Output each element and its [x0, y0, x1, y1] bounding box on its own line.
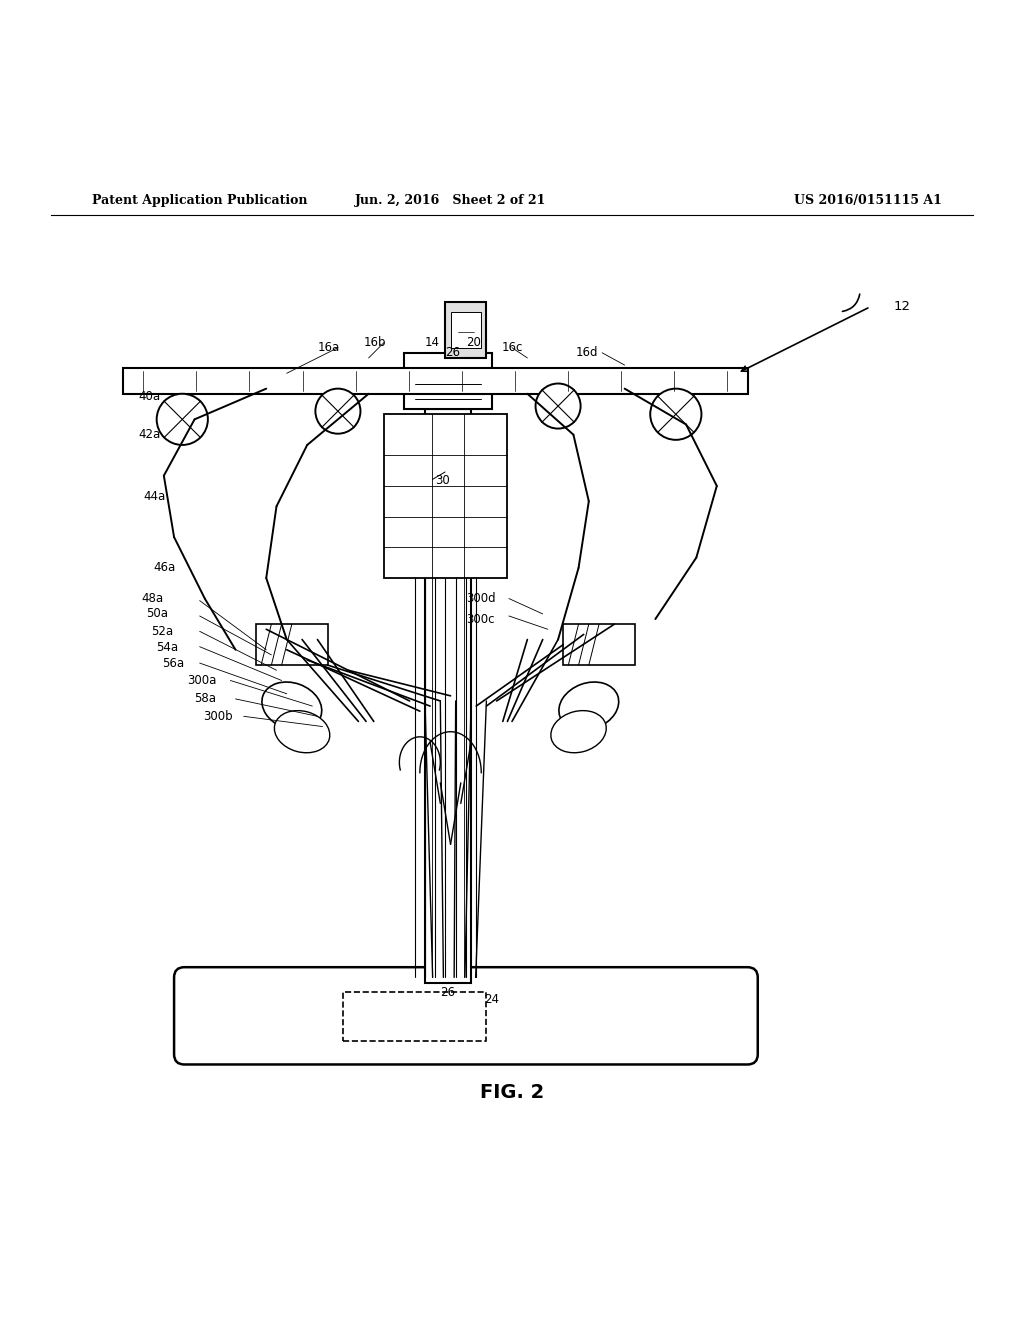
Text: 52a: 52a [152, 624, 174, 638]
Text: 14: 14 [425, 337, 440, 348]
Text: Jun. 2, 2016   Sheet 2 of 21: Jun. 2, 2016 Sheet 2 of 21 [355, 194, 546, 207]
Text: 48a: 48a [141, 593, 164, 605]
Circle shape [536, 384, 581, 429]
Bar [425, 409, 471, 982]
FancyBboxPatch shape [174, 968, 758, 1064]
Bar [123, 368, 748, 393]
Text: 300c: 300c [466, 612, 495, 626]
Text: 16a: 16a [317, 341, 340, 354]
Text: 24: 24 [484, 994, 500, 1006]
Bar [563, 624, 635, 665]
Text: 44a: 44a [143, 490, 166, 503]
Ellipse shape [551, 710, 606, 752]
Text: 20: 20 [466, 337, 481, 348]
Bar [445, 301, 486, 358]
Ellipse shape [274, 710, 330, 752]
Text: 40a: 40a [138, 391, 161, 404]
Text: 16d: 16d [575, 346, 598, 359]
Bar [343, 991, 486, 1041]
Bar [404, 352, 492, 409]
Ellipse shape [262, 682, 322, 730]
Text: 58a: 58a [195, 693, 216, 705]
Text: Patent Application Publication: Patent Application Publication [92, 194, 307, 207]
Text: 46a: 46a [154, 561, 176, 574]
Text: 16c: 16c [502, 341, 523, 354]
Bar [451, 312, 481, 347]
Text: 300d: 300d [466, 593, 496, 605]
Circle shape [650, 388, 701, 440]
Text: 56a: 56a [162, 656, 184, 669]
Text: 42a: 42a [138, 428, 161, 441]
Text: 26: 26 [445, 346, 461, 359]
Text: 12: 12 [894, 300, 911, 313]
Text: 30: 30 [435, 474, 450, 487]
Text: 26: 26 [440, 986, 456, 999]
Text: 16b: 16b [364, 337, 386, 348]
Bar [256, 624, 328, 665]
Bar [384, 414, 507, 578]
Circle shape [315, 388, 360, 434]
Ellipse shape [559, 682, 618, 730]
Text: 300b: 300b [203, 710, 232, 723]
Text: FIG. 2: FIG. 2 [480, 1082, 544, 1102]
Text: 300a: 300a [187, 675, 217, 686]
Text: 54a: 54a [156, 642, 178, 655]
Circle shape [157, 393, 208, 445]
Text: 50a: 50a [146, 607, 168, 620]
Text: US 2016/0151115 A1: US 2016/0151115 A1 [795, 194, 942, 207]
